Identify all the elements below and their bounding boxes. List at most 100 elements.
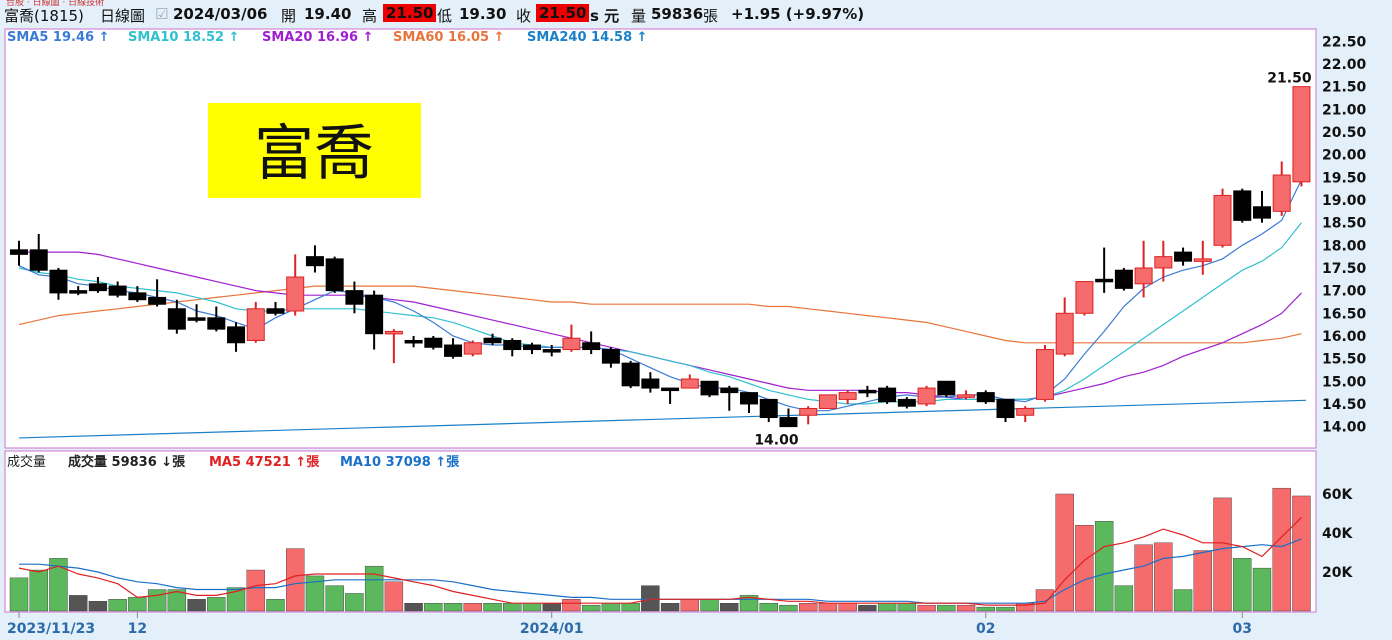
candle-body <box>1055 312 1074 355</box>
candle-body <box>799 407 818 416</box>
volume-bar <box>700 599 719 612</box>
volume-bar <box>424 603 443 612</box>
volume-bar <box>68 595 88 612</box>
candle-body <box>1252 206 1271 219</box>
volume-bar <box>799 603 818 612</box>
volume-bar <box>522 603 542 612</box>
candle-body <box>1114 269 1133 289</box>
candle-body <box>29 249 48 271</box>
price-panel <box>4 28 1317 449</box>
volume-bar <box>1173 589 1193 612</box>
candle-body <box>503 339 522 351</box>
candle-body <box>522 344 541 351</box>
price-tick-label: 22.00 <box>1322 57 1367 73</box>
candle-body <box>1292 86 1311 183</box>
candle-body <box>69 290 88 294</box>
candle-body <box>1095 278 1114 283</box>
price-tick-label: 16.00 <box>1322 329 1367 345</box>
volume-bar <box>779 604 798 612</box>
sma-legend: SMA5 19.46 ↑ SMA10 18.52 ↑ SMA20 16.96 ↑ SM… <box>7 30 648 45</box>
volume-bar <box>838 603 857 612</box>
volume-bar <box>29 569 48 612</box>
volume-bar <box>1233 558 1252 612</box>
quote-date: 2024/03/06 <box>173 5 268 23</box>
chart-kind[interactable]: 日線圖 <box>100 7 146 25</box>
volume-bar <box>1055 493 1074 612</box>
candle-body <box>858 389 877 394</box>
volume-bar <box>266 599 285 612</box>
volume-bar <box>88 601 108 612</box>
candle-body <box>227 326 246 344</box>
sma-legend-item: SMA5 19.46 ↑ <box>7 30 109 45</box>
candle-body <box>49 269 68 294</box>
volume-bar <box>601 603 621 612</box>
open-label: 開 <box>281 7 297 25</box>
low-value: 19.30 <box>459 5 507 23</box>
candle-body <box>1233 190 1252 221</box>
volume-bar <box>49 558 68 612</box>
volume-bar <box>621 603 640 612</box>
volume-bar <box>897 603 917 612</box>
price-tick-label: 21.50 <box>1322 80 1367 96</box>
close-label: 收 <box>516 7 532 25</box>
candle-body <box>917 387 936 405</box>
volume-bar <box>364 565 384 612</box>
volume-bar <box>246 569 265 612</box>
volume-bar <box>976 606 995 612</box>
volume-bar <box>858 604 877 612</box>
candle-body <box>641 378 660 389</box>
breadcrumb: 台股 · 日線圖 · 日線技術 <box>6 0 105 8</box>
volume-legend: 成交量 成交量 59836 ↓張 MA5 47521 ↑張 MA10 37098 ↑張 <box>7 454 460 470</box>
candle-body <box>720 387 739 394</box>
close-value: 21.50 <box>536 4 590 22</box>
candle-body <box>661 387 680 392</box>
candle-body <box>740 392 759 405</box>
candle-body <box>582 342 601 351</box>
volume-bar <box>660 603 680 612</box>
price-tick-label: 18.00 <box>1322 238 1367 254</box>
price-tick-label: 17.00 <box>1322 284 1367 300</box>
volume-bar <box>937 604 956 612</box>
volume-bar <box>641 585 660 612</box>
sma-legend-item: SMA20 16.96 ↑ <box>262 30 374 45</box>
candle-body <box>404 339 423 344</box>
volume-bar <box>503 603 522 612</box>
sma-legend-item: SMA240 14.58 ↑ <box>527 30 648 45</box>
checkbox-icon[interactable]: ☑ <box>155 5 169 23</box>
volume-bar <box>996 606 1015 612</box>
volume-bar <box>305 575 325 612</box>
sma-legend-item: SMA10 18.52 ↑ <box>128 30 240 45</box>
volume-label: 量 <box>631 7 647 25</box>
price-tick-label: 15.50 <box>1322 352 1367 368</box>
volume-bar <box>147 589 167 612</box>
candle-body <box>1272 174 1291 212</box>
candle-body <box>483 337 502 344</box>
extreme-price-label: 21.50 <box>1267 71 1312 87</box>
volume-bar <box>483 603 502 612</box>
volume-tick-label: 60K <box>1322 487 1353 503</box>
extreme-price-label: 14.00 <box>754 433 799 449</box>
volume-bar <box>1035 589 1055 612</box>
volume-bar <box>463 603 482 612</box>
volume-bar <box>562 599 581 612</box>
candle-body <box>266 308 285 314</box>
sma5-line <box>18 179 1303 412</box>
candle-body <box>601 349 620 364</box>
volume-bar <box>1114 585 1134 612</box>
open-value: 19.40 <box>304 5 352 23</box>
candle-body <box>1016 407 1035 416</box>
candle-body <box>10 249 28 255</box>
sma60-line <box>18 285 1302 344</box>
x-axis-label: 2023/11/23 <box>7 621 95 637</box>
candle-body <box>680 378 699 389</box>
sma-legend-item: SMA60 16.05 ↑ <box>393 30 505 45</box>
low-label: 低 <box>437 7 453 25</box>
volume-value: 59836 <box>651 5 704 23</box>
candle-body <box>779 417 798 428</box>
candle-body <box>1035 349 1054 400</box>
price-unit: s 元 <box>590 7 620 25</box>
price-tick-label: 20.50 <box>1322 125 1367 141</box>
candle-body <box>424 337 443 348</box>
sma10-line <box>18 222 1302 405</box>
